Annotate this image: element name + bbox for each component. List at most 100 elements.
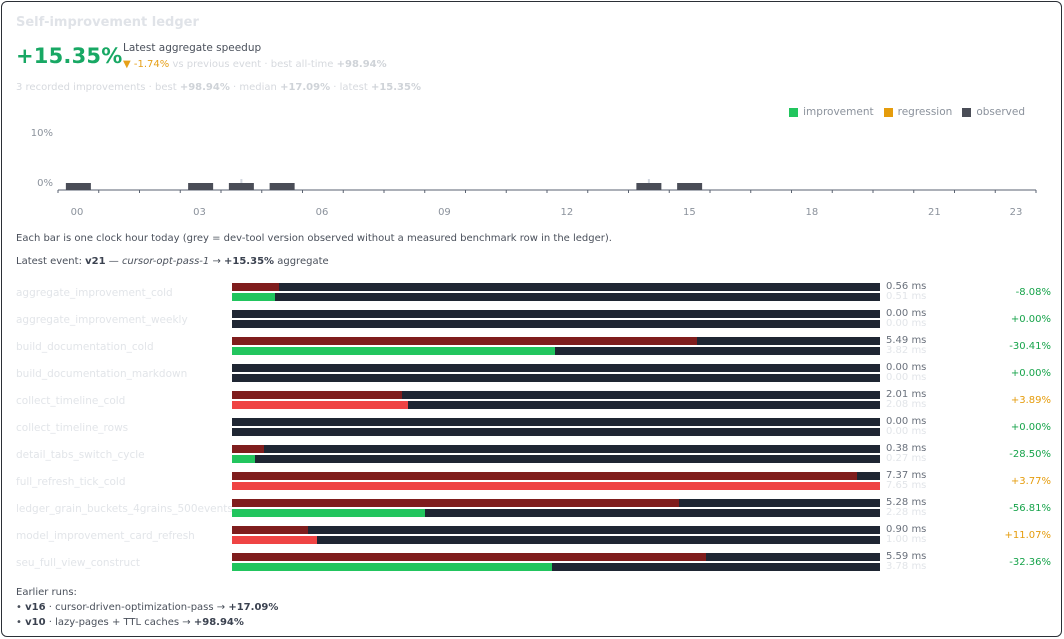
legend-item-improvement: improvement <box>789 106 874 118</box>
change-percent: +3.89% <box>1010 395 1051 406</box>
before-track <box>232 445 880 453</box>
latest-event-value: +15.35% <box>224 256 275 267</box>
x-tick-label: 23 <box>1010 207 1023 218</box>
before-track <box>232 553 880 561</box>
best-all-time: +98.94% <box>336 59 387 70</box>
observed-hour-bar <box>269 183 295 190</box>
earlier-runs-heading: Earlier runs: <box>16 587 77 598</box>
benchmark-name: aggregate_improvement_cold <box>16 287 173 299</box>
before-bar <box>232 337 698 345</box>
benchmark-name: ledger_grain_buckets_4grains_500events <box>16 503 233 515</box>
bullet-icon: • <box>16 602 22 613</box>
earlier-run-version: v16 <box>25 602 46 613</box>
observed-hour-bar <box>636 183 662 190</box>
headline-label: Latest aggregate speedup <box>123 42 262 54</box>
x-tick-label: 03 <box>193 207 206 218</box>
after-time: 3.78 ms <box>886 561 927 572</box>
summary-prefix: 3 recorded improvements · best <box>16 82 177 93</box>
before-bar <box>232 445 265 453</box>
benchmark-row: collect_timeline_rows 0.00 ms 0.00 ms +0.00… <box>2 416 1061 437</box>
benchmark-name: aggregate_improvement_weekly <box>16 314 188 326</box>
latest-event-dash: — <box>108 256 119 267</box>
earlier-run-value: +98.94% <box>193 617 244 628</box>
after-bar <box>232 455 255 463</box>
after-time: 3.82 ms <box>886 345 927 356</box>
measured-marker <box>240 179 243 183</box>
before-bar <box>232 553 706 561</box>
benchmark-name: build_documentation_cold <box>16 341 154 353</box>
bullet-icon: • <box>16 617 22 628</box>
benchmark-row: collect_timeline_cold 2.01 ms 2.08 ms +3.89… <box>2 389 1061 410</box>
observed-hour-bar <box>188 183 214 190</box>
before-time: 7.37 ms <box>886 470 927 481</box>
after-track <box>232 455 880 463</box>
after-time: 1.00 ms <box>886 534 927 545</box>
change-percent: +0.00% <box>1010 314 1051 325</box>
after-time: 7.65 ms <box>886 480 927 491</box>
benchmark-name: build_documentation_markdown <box>16 368 188 380</box>
legend-swatch-observed <box>962 107 972 117</box>
after-bar <box>232 401 409 409</box>
change-percent: +0.00% <box>1010 422 1051 433</box>
legend-label: observed <box>976 106 1025 118</box>
benchmark-row: seu_full_view_construct 5.59 ms 3.78 ms -32… <box>2 551 1061 572</box>
latest-event-version: v21 <box>85 256 106 267</box>
before-time: 0.00 ms <box>886 308 927 319</box>
after-time: 0.00 ms <box>886 372 927 383</box>
benchmark-name: model_improvement_card_refresh <box>16 530 195 542</box>
benchmark-name: detail_tabs_switch_cycle <box>16 449 145 461</box>
before-time: 5.28 ms <box>886 497 927 508</box>
after-time: 0.27 ms <box>886 453 927 464</box>
legend-label: regression <box>897 106 953 118</box>
before-track <box>232 526 880 534</box>
after-bar <box>232 293 275 301</box>
before-time: 0.90 ms <box>886 524 927 535</box>
latest-event-label: Latest event: <box>16 256 82 267</box>
after-track <box>232 563 880 571</box>
after-time: 0.00 ms <box>886 318 927 329</box>
summary-best: +98.94% <box>179 82 230 93</box>
panel-title: Self-improvement ledger <box>16 15 199 30</box>
latest-event-suffix: aggregate <box>277 256 329 267</box>
chart-note: Each bar is one clock hour today (grey =… <box>16 233 612 244</box>
before-track <box>232 472 880 480</box>
x-tick-label: 09 <box>438 207 451 218</box>
legend-label: improvement <box>803 106 874 118</box>
after-track <box>232 293 880 301</box>
improvements-summary: 3 recorded improvements · best +98.94% ·… <box>16 82 421 93</box>
hourly-bar-chart: 10% 0% 00 03 06 09 12 15 18 21 23 <box>31 128 1037 218</box>
observed-hour-bar <box>65 183 91 190</box>
before-track <box>232 418 880 426</box>
x-tick-label: 15 <box>683 207 696 218</box>
earlier-run-desc: · lazy-pages + TTL caches → <box>48 617 191 628</box>
headline-delta-line: ▼ -1.74% vs previous event · best all-ti… <box>123 59 387 70</box>
change-percent: +0.00% <box>1010 368 1051 379</box>
observed-hour-bar <box>228 183 254 190</box>
change-percent: -28.50% <box>1009 449 1051 460</box>
earlier-run-value: +17.09% <box>228 602 279 613</box>
before-track <box>232 391 880 399</box>
after-track <box>232 320 880 328</box>
before-time: 0.00 ms <box>886 416 927 427</box>
earlier-run-desc: · cursor-driven-optimization-pass → <box>48 602 226 613</box>
after-track <box>232 482 880 490</box>
earlier-run-version: v10 <box>25 617 46 628</box>
before-track <box>232 364 880 372</box>
before-time: 0.38 ms <box>886 443 927 454</box>
before-bar <box>232 472 857 480</box>
change-percent: -8.08% <box>1015 287 1051 298</box>
observed-hour-bar <box>677 183 703 190</box>
benchmark-name: collect_timeline_cold <box>16 395 126 407</box>
chart-legend: improvement regression observed <box>789 106 1025 118</box>
benchmark-name: full_refresh_tick_cold <box>16 476 126 488</box>
x-tick-label: 06 <box>316 207 329 218</box>
legend-swatch-regression <box>883 107 893 117</box>
delta-suffix: vs previous event · best all-time <box>172 59 334 70</box>
benchmark-name: seu_full_view_construct <box>16 557 141 569</box>
after-track <box>232 428 880 436</box>
summary-median: +17.09% <box>280 82 331 93</box>
benchmark-row: build_documentation_cold 5.49 ms 3.82 ms -3… <box>2 335 1061 356</box>
delta-value: -1.74% <box>133 59 170 70</box>
before-bar <box>232 391 403 399</box>
